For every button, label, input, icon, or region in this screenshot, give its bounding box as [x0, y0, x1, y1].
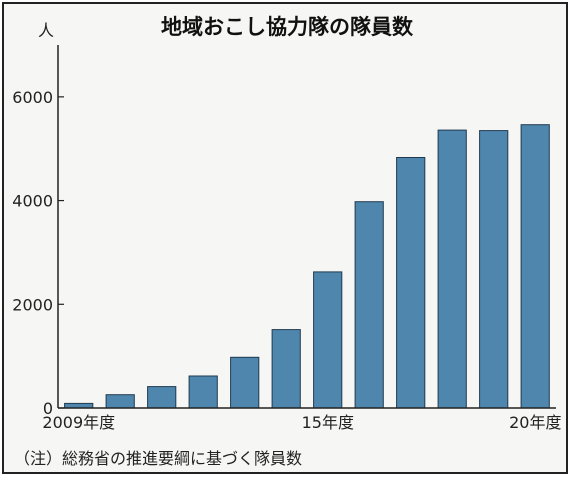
x-tick-label: 20年度 [509, 413, 561, 432]
y-tick-label: 2000 [12, 295, 53, 314]
bars-group [64, 124, 550, 409]
bar-2019 [479, 130, 509, 409]
y-tick-label: 4000 [12, 192, 53, 211]
bar-2012 [188, 375, 218, 409]
x-axis: 2009年度 15年度 20年度 [42, 407, 561, 432]
bar-2017 [396, 157, 426, 409]
bar-2011 [147, 386, 177, 409]
bar-2018 [437, 129, 467, 409]
bar-2010 [105, 394, 135, 409]
bar-2013 [230, 356, 260, 409]
bar-2020 [520, 124, 550, 409]
bar-2015 [313, 271, 343, 409]
y-unit-label: 人 [38, 21, 54, 40]
y-axis: 0 2000 4000 6000 [12, 45, 64, 418]
bar-2016 [354, 201, 384, 409]
source-note: （注）総務省の推進要綱に基づく隊員数 [14, 449, 302, 468]
x-tick-label: 15年度 [302, 413, 354, 432]
y-tick-label: 0 [43, 399, 53, 418]
chart-title: 地域おこし協力隊の隊員数 [161, 15, 414, 39]
x-tick-label: 2009年度 [42, 413, 115, 432]
y-tick-label: 6000 [12, 88, 53, 107]
bar-2014 [271, 329, 301, 409]
